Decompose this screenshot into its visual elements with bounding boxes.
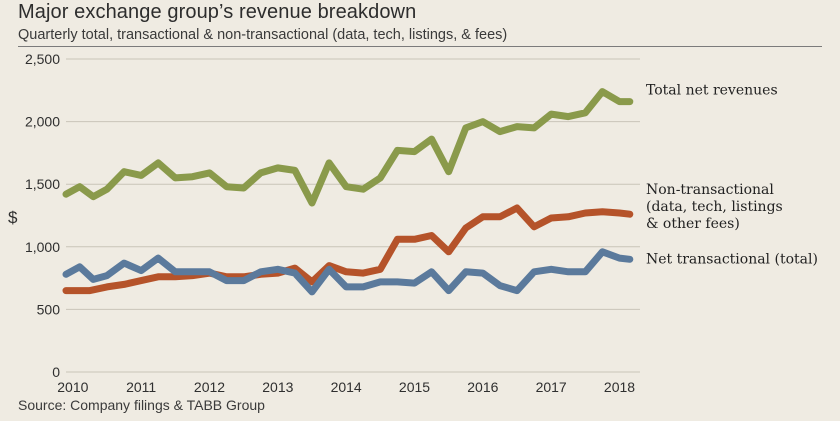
x-tick-label: 2017 [536, 379, 567, 395]
chart-subtitle: Quarterly total, transactional & non-tra… [18, 27, 508, 43]
series-label-trans: Net transactional (total) [646, 251, 818, 267]
series-label-total: Total net revenues [646, 83, 778, 99]
series-label-nontrans: & other fees) [646, 216, 740, 232]
y-tick-label: 2,000 [25, 114, 60, 130]
y-tick-label: 500 [37, 301, 61, 317]
y-tick-label: 1,500 [25, 176, 60, 192]
chart-title: Major exchange group’s revenue breakdown [18, 1, 417, 23]
x-tick-label: 2015 [399, 379, 430, 395]
x-tick-label: 2011 [126, 379, 156, 395]
y-tick-label: 1,000 [25, 239, 60, 255]
y-tick-label: 0 [52, 364, 60, 380]
y-tick-label: 2,500 [25, 51, 60, 67]
series-lines [62, 88, 634, 296]
series-line-total [62, 88, 634, 207]
series-label-nontrans: (data, tech, listings [646, 199, 783, 215]
x-tick-label: 2018 [604, 379, 635, 395]
series-line-trans [62, 248, 634, 296]
series-labels: Total net revenues Non-transactional(data… [646, 83, 818, 268]
series-line-nontrans [62, 204, 634, 295]
x-tick-label: 2016 [467, 379, 498, 395]
x-tick-label: 2014 [331, 379, 362, 395]
title-divider [18, 46, 822, 47]
x-tick-label: 2010 [57, 379, 88, 395]
y-axis-ticks: 0 500 1,000 1,500 2,000 2,500 [25, 51, 60, 380]
source-note: Source: Company filings & TABB Group [18, 397, 265, 413]
x-axis-ticks: 2010 2011 2012 2013 2014 2015 2016 2017 2018 [57, 379, 635, 395]
y-axis-label: $ [8, 208, 18, 227]
x-tick-label: 2013 [262, 379, 293, 395]
series-label-nontrans: Non-transactional [646, 182, 774, 198]
x-tick-label: 2012 [194, 379, 225, 395]
